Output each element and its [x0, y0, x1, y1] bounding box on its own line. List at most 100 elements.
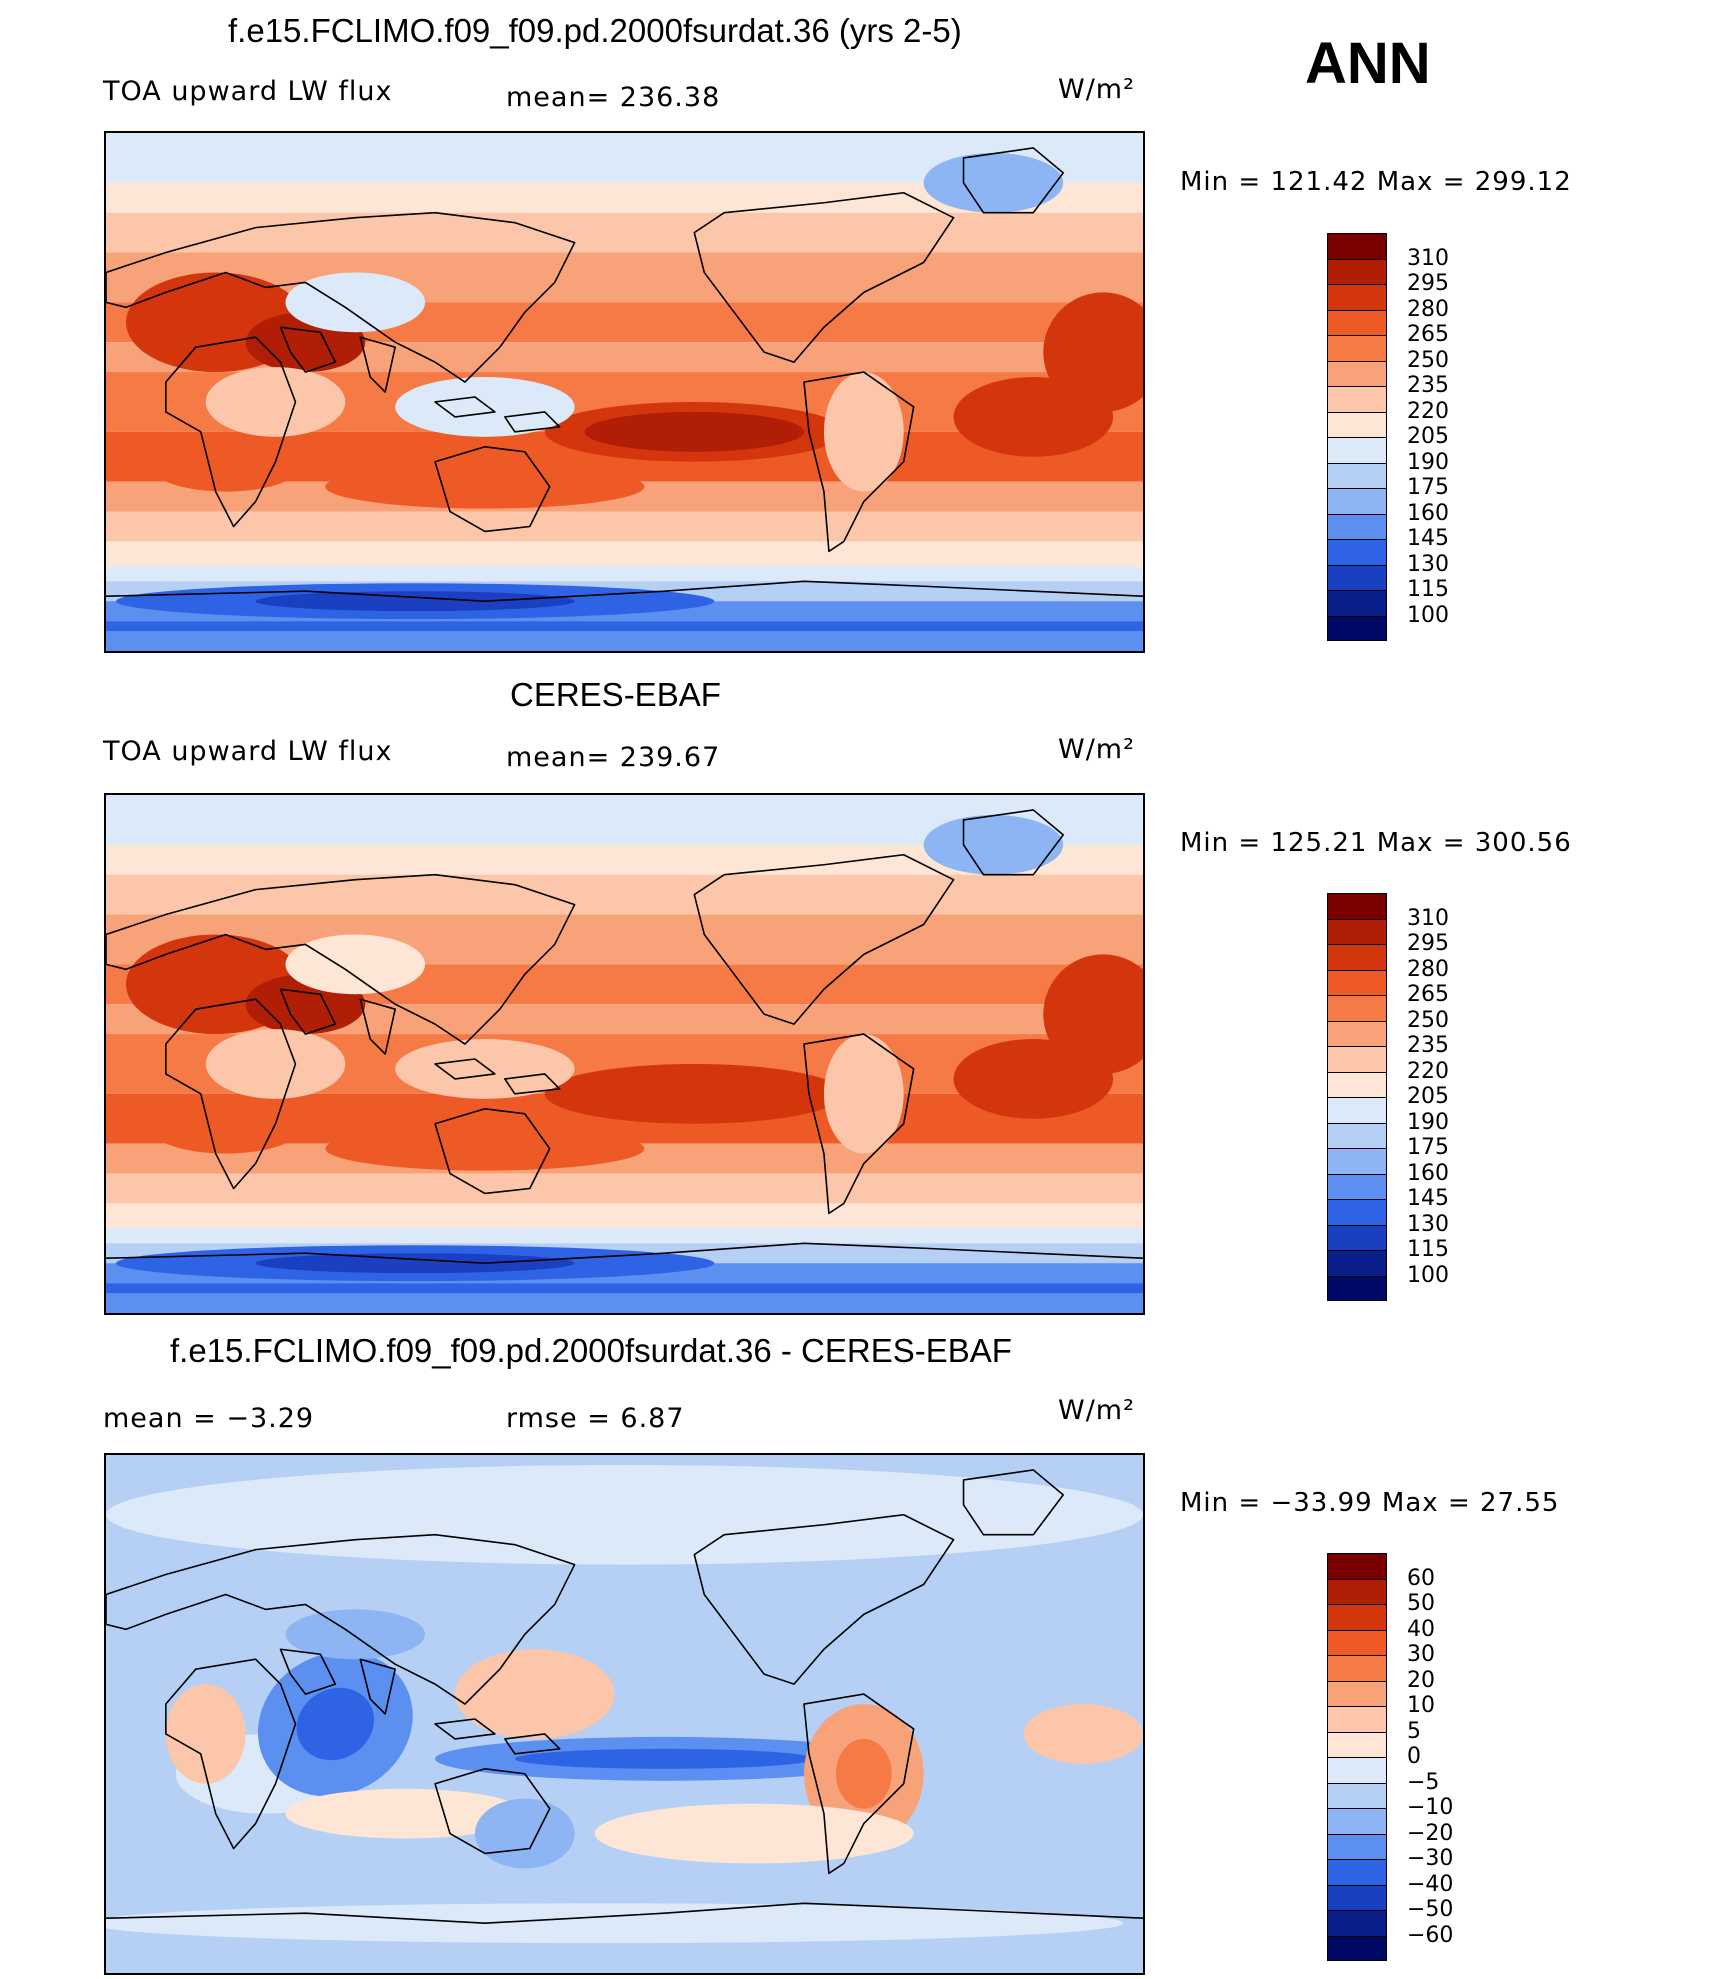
colorbar-swatch	[1327, 284, 1387, 310]
colorbar-label: 130	[1407, 1211, 1449, 1237]
colorbar-swatch	[1327, 590, 1387, 616]
colorbar-label: 115	[1407, 577, 1449, 602]
colorbar-label: 250	[1407, 347, 1449, 373]
colorbar-label: −40	[1407, 1871, 1454, 1897]
colorbar-swatch	[1327, 1859, 1387, 1885]
panel2-contour-field	[106, 795, 1143, 1313]
colorbar-label: 265	[1407, 982, 1449, 1007]
colorbar-swatch	[1327, 918, 1387, 944]
colorbar-swatch	[1327, 1275, 1387, 1301]
panel1-units: W/m²	[1058, 74, 1135, 105]
colorbar-label: 160	[1407, 1160, 1449, 1186]
colorbar-label: 280	[1407, 956, 1449, 982]
colorbar-label: 20	[1407, 1667, 1435, 1693]
colorbar-label: 295	[1407, 271, 1449, 296]
colorbar-label: −30	[1407, 1846, 1454, 1871]
colorbar-label: 295	[1407, 931, 1449, 956]
colorbar-swatch	[1327, 437, 1387, 463]
colorbar-label: 60	[1407, 1565, 1435, 1591]
colorbar-swatch	[1327, 1199, 1387, 1225]
colorbar-swatch	[1327, 1884, 1387, 1910]
panel2-units: W/m²	[1058, 734, 1135, 765]
colorbar-swatch	[1327, 1706, 1387, 1732]
colorbar-swatch	[1327, 1020, 1387, 1046]
colorbar-swatch	[1327, 233, 1387, 259]
colorbar-label: 10	[1407, 1693, 1435, 1718]
colorbar-swatch	[1327, 969, 1387, 995]
colorbar-label: 0	[1407, 1744, 1421, 1769]
colorbar-label: 175	[1407, 1135, 1449, 1160]
colorbar-label: 220	[1407, 1058, 1449, 1084]
panel2-title: CERES-EBAF	[510, 676, 721, 713]
colorbar-label: 160	[1407, 500, 1449, 526]
colorbar-swatch	[1327, 1731, 1387, 1757]
colorbar-label: −5	[1407, 1769, 1440, 1795]
panel3-units: W/m²	[1058, 1395, 1135, 1426]
colorbar-label: −60	[1407, 1922, 1454, 1948]
colorbar-swatch	[1327, 258, 1387, 284]
colorbar-label: 50	[1407, 1591, 1435, 1616]
panel3-contour-field	[106, 1455, 1143, 1973]
colorbar-swatch	[1327, 360, 1387, 386]
colorbar-swatch	[1327, 1757, 1387, 1783]
colorbar-label: 220	[1407, 398, 1449, 424]
panel1-minmax: Min = 121.42 Max = 299.12	[1180, 167, 1572, 197]
colorbar-swatch	[1327, 1250, 1387, 1276]
colorbar-swatch	[1327, 1553, 1387, 1579]
panel3-title: f.e15.FCLIMO.f09_f09.pd.2000fsurdat.36 -…	[170, 1332, 1012, 1369]
colorbar-label: 30	[1407, 1642, 1435, 1667]
colorbar-label: 205	[1407, 1084, 1449, 1109]
panel3-rmse: rmse = 6.87	[506, 1403, 685, 1434]
colorbar-label: 145	[1407, 526, 1449, 551]
colorbar-swatch	[1327, 1935, 1387, 1961]
panel3-colorbar: 60 50 40 30 20 10 5 0 −5 −10 −20 −30 −40 −50 −60	[1327, 1553, 1487, 1963]
colorbar-swatch	[1327, 1224, 1387, 1250]
panel2-colorbar: 310 295 280 265 250 235 220 205 190 175 160 145 130 1…	[1327, 893, 1487, 1303]
colorbar-label: 190	[1407, 1109, 1449, 1135]
panel2-minmax: Min = 125.21 Max = 300.56	[1180, 828, 1572, 858]
colorbar-label: 205	[1407, 424, 1449, 449]
colorbar-swatch	[1327, 1910, 1387, 1936]
colorbar-swatch	[1327, 1173, 1387, 1199]
panel1-mean: mean= 236.38	[506, 82, 721, 113]
colorbar-label: 115	[1407, 1237, 1449, 1262]
colorbar-swatch	[1327, 1604, 1387, 1630]
colorbar-swatch	[1327, 1655, 1387, 1681]
colorbar-swatch	[1327, 1071, 1387, 1097]
colorbar-label: −10	[1407, 1795, 1454, 1820]
panel1-variable: TOA upward LW flux	[103, 76, 393, 107]
colorbar-label: 175	[1407, 475, 1449, 500]
colorbar-label: −50	[1407, 1897, 1454, 1922]
colorbar-swatch	[1327, 462, 1387, 488]
colorbar-swatch	[1327, 564, 1387, 590]
colorbar-label: 190	[1407, 449, 1449, 475]
colorbar-label: 235	[1407, 1033, 1449, 1058]
season-label: ANN	[1305, 31, 1431, 96]
panel1-title: f.e15.FCLIMO.f09_f09.pd.2000fsurdat.36 (…	[228, 12, 962, 49]
colorbar-label: 235	[1407, 373, 1449, 398]
panel1-map	[104, 131, 1145, 653]
colorbar-swatch	[1327, 1148, 1387, 1174]
panel2-mean: mean= 239.67	[506, 742, 721, 773]
colorbar-label: 100	[1407, 1262, 1449, 1288]
colorbar-swatch	[1327, 1782, 1387, 1808]
colorbar-label: 100	[1407, 602, 1449, 628]
panel3-mean: mean = −3.29	[103, 1403, 315, 1434]
colorbar-label: 310	[1407, 245, 1449, 271]
colorbar-swatch	[1327, 1629, 1387, 1655]
colorbar-swatch	[1327, 1680, 1387, 1706]
colorbar-swatch	[1327, 1833, 1387, 1859]
colorbar-label: 130	[1407, 551, 1449, 577]
colorbar-swatch	[1327, 1578, 1387, 1604]
colorbar-swatch	[1327, 1046, 1387, 1072]
panel1-contour-field	[106, 133, 1143, 651]
colorbar-label: 250	[1407, 1007, 1449, 1033]
panel1-colorbar: 310 295 280 265 250 235 220 205 190 175 160 145 130 1…	[1327, 233, 1487, 643]
panel2-variable: TOA upward LW flux	[103, 736, 393, 767]
colorbar-swatch	[1327, 1808, 1387, 1834]
panel2-map	[104, 793, 1145, 1315]
panel3-minmax: Min = −33.99 Max = 27.55	[1180, 1488, 1560, 1518]
colorbar-swatch	[1327, 1097, 1387, 1123]
colorbar-swatch	[1327, 386, 1387, 412]
panel3-map	[104, 1453, 1145, 1975]
